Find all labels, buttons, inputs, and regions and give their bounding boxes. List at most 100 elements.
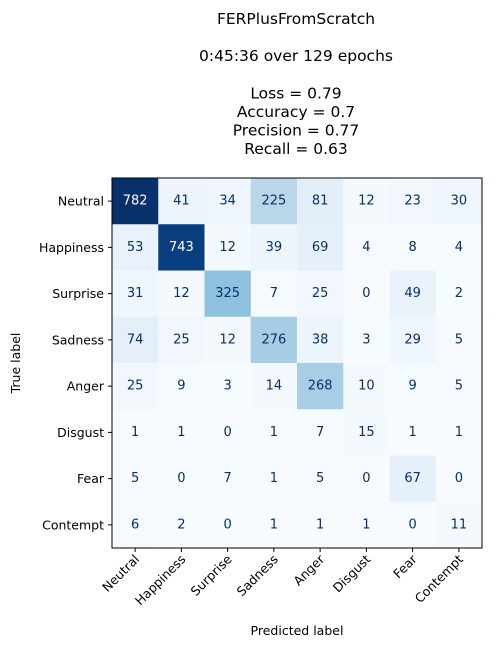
cell-value-label: 7 bbox=[316, 425, 324, 440]
y-tick-label: Fear bbox=[77, 471, 105, 486]
heatmap-cell bbox=[158, 501, 205, 549]
cell-value-label: 0 bbox=[408, 517, 416, 532]
y-tick-label: Neutral bbox=[58, 194, 104, 209]
heatmap-cell bbox=[297, 316, 344, 364]
cell-value-label: 1 bbox=[177, 425, 185, 440]
heatmap-cell bbox=[204, 178, 252, 225]
heatmap-cell bbox=[250, 270, 298, 318]
cell-value-label: 53 bbox=[127, 240, 144, 255]
heatmap-cell bbox=[250, 501, 298, 549]
title-line-4: Loss = 0.79 bbox=[250, 84, 341, 102]
cell-value-label: 14 bbox=[266, 379, 283, 394]
x-tick-label: Disgust bbox=[330, 551, 374, 595]
heatmap-cell bbox=[389, 270, 437, 318]
heatmap-cell bbox=[297, 501, 344, 549]
heatmap-cell bbox=[297, 224, 344, 271]
x-tick-label: Fear bbox=[390, 551, 420, 581]
y-tick-label: Surprise bbox=[52, 286, 104, 301]
x-tick-label: Sadness bbox=[233, 552, 280, 599]
heatmap-cell bbox=[250, 409, 298, 456]
chart-title: FERPlusFromScratch 0:45:36 over 129 epoch… bbox=[199, 10, 393, 158]
heatmap-cell bbox=[158, 455, 205, 503]
cell-value-label: 276 bbox=[261, 332, 286, 347]
heatmap-cell bbox=[343, 409, 390, 456]
heatmap-cell bbox=[250, 178, 298, 225]
heatmap-cell bbox=[112, 178, 159, 225]
heatmap-cell bbox=[435, 409, 483, 456]
title-line-7: Recall = 0.63 bbox=[244, 140, 348, 158]
heatmap-cell bbox=[297, 409, 344, 456]
cell-value-label: 5 bbox=[455, 379, 463, 394]
cell-value-label: 9 bbox=[177, 379, 185, 394]
heatmap-cell bbox=[435, 270, 483, 318]
x-tick-label: Happiness bbox=[132, 552, 189, 609]
heatmap-cell bbox=[158, 224, 205, 271]
heatmap-cell bbox=[435, 178, 483, 225]
x-tick-label: Neutral bbox=[99, 552, 142, 595]
heatmap-cell bbox=[112, 270, 159, 318]
cell-value-label: 7 bbox=[223, 471, 231, 486]
heatmap-cell bbox=[389, 178, 437, 225]
cell-value-label: 38 bbox=[312, 332, 329, 347]
cell-value-label: 31 bbox=[127, 286, 144, 301]
x-axis-label: Predicted label bbox=[251, 623, 344, 638]
cell-value-label: 4 bbox=[455, 240, 463, 255]
heatmap-cell bbox=[389, 363, 437, 410]
cell-value-label: 30 bbox=[451, 194, 468, 209]
heatmap-cell bbox=[250, 316, 298, 364]
cell-value-label: 1 bbox=[131, 425, 139, 440]
cell-value-label: 0 bbox=[223, 425, 231, 440]
heatmap-cell bbox=[297, 178, 344, 225]
heatmap-cell bbox=[389, 316, 437, 364]
heatmap-cell bbox=[343, 270, 390, 318]
heatmap-cell bbox=[250, 363, 298, 410]
cell-value-label: 12 bbox=[173, 286, 190, 301]
plot-frame bbox=[111, 177, 483, 549]
heatmap-cell bbox=[158, 316, 205, 364]
cell-value-label: 69 bbox=[312, 240, 329, 255]
cell-value-label: 2 bbox=[455, 286, 463, 301]
x-tick-label: Contempt bbox=[412, 551, 466, 605]
cell-value-label: 81 bbox=[312, 194, 329, 209]
heatmap-cell bbox=[204, 270, 252, 318]
cell-value-label: 1 bbox=[408, 425, 416, 440]
cell-value-label: 3 bbox=[362, 332, 370, 347]
cell-value-label: 12 bbox=[358, 194, 375, 209]
cell-value-label: 10 bbox=[358, 379, 375, 394]
cell-value-label: 23 bbox=[404, 194, 421, 209]
cell-value-label: 0 bbox=[177, 471, 185, 486]
heatmap-cell bbox=[343, 224, 390, 271]
cell-value-label: 3 bbox=[223, 379, 231, 394]
heatmap-cell bbox=[297, 270, 344, 318]
heatmap-cell bbox=[389, 409, 437, 456]
title-line-0: FERPlusFromScratch bbox=[217, 10, 375, 28]
heatmap-cell bbox=[389, 224, 437, 271]
cell-value-label: 5 bbox=[131, 471, 139, 486]
cell-value-label: 74 bbox=[127, 332, 144, 347]
cell-value-label: 25 bbox=[173, 332, 190, 347]
y-tick-label: Sadness bbox=[52, 332, 104, 347]
cell-value-label: 11 bbox=[451, 517, 468, 532]
heatmap-cell bbox=[250, 455, 298, 503]
cell-value-label: 15 bbox=[358, 425, 375, 440]
cell-value-label: 6 bbox=[131, 517, 139, 532]
heatmap-cell bbox=[435, 224, 483, 271]
heatmap-cell bbox=[343, 178, 390, 225]
heatmap-cell bbox=[112, 501, 159, 549]
heatmap-cell bbox=[112, 455, 159, 503]
heatmap-cell bbox=[250, 224, 298, 271]
heatmap-cell bbox=[112, 224, 159, 271]
heatmap-cell bbox=[158, 270, 205, 318]
heatmap-cell bbox=[343, 363, 390, 410]
y-tick-label: Disgust bbox=[57, 425, 104, 440]
cell-value-label: 0 bbox=[223, 517, 231, 532]
cell-value-label: 1 bbox=[270, 517, 278, 532]
cell-value-label: 5 bbox=[316, 471, 324, 486]
heatmap-cell bbox=[204, 363, 252, 410]
heatmap-cell bbox=[435, 363, 483, 410]
cell-value-label: 0 bbox=[455, 471, 463, 486]
cell-value-label: 25 bbox=[127, 379, 144, 394]
y-tick-label: Happiness bbox=[39, 240, 104, 255]
heatmap-cell bbox=[389, 455, 437, 503]
